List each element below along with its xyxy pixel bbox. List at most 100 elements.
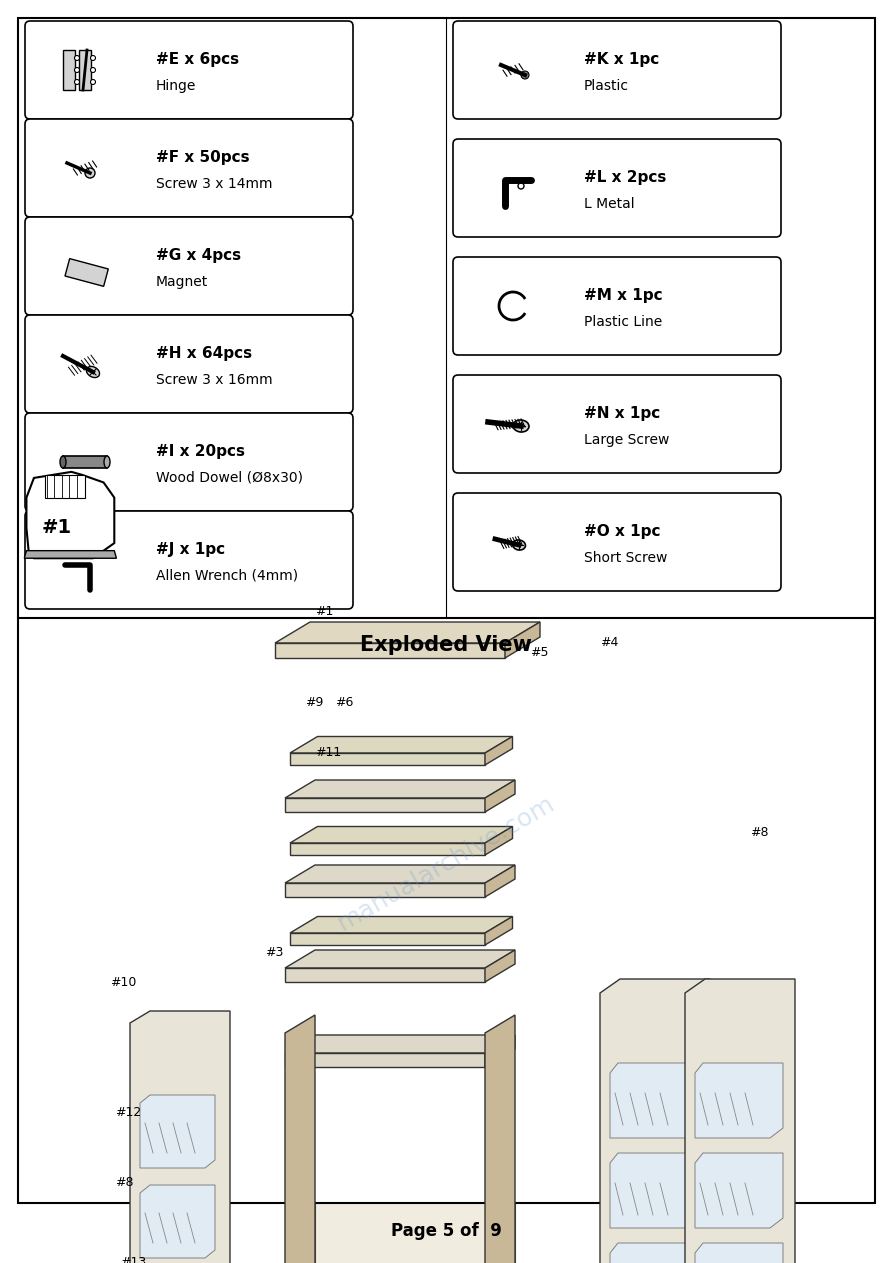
- FancyBboxPatch shape: [25, 119, 353, 217]
- Text: #J x 1pc: #J x 1pc: [156, 542, 225, 557]
- Text: Short Screw: Short Screw: [584, 551, 667, 565]
- Bar: [65, 259, 108, 287]
- Text: #12: #12: [115, 1106, 141, 1119]
- Polygon shape: [315, 1015, 515, 1263]
- Text: #E x 6pcs: #E x 6pcs: [156, 52, 239, 67]
- Polygon shape: [600, 979, 710, 1263]
- FancyBboxPatch shape: [453, 21, 781, 119]
- Bar: [63, 51, 75, 90]
- Text: #G x 4pcs: #G x 4pcs: [156, 248, 241, 263]
- Polygon shape: [485, 826, 513, 855]
- Text: Plastic Line: Plastic Line: [584, 314, 663, 328]
- Circle shape: [90, 56, 96, 61]
- Text: #4: #4: [600, 637, 618, 649]
- Polygon shape: [485, 1015, 515, 1263]
- Polygon shape: [290, 917, 513, 933]
- Polygon shape: [285, 865, 515, 883]
- Bar: [79, 51, 91, 90]
- Polygon shape: [485, 917, 513, 945]
- Polygon shape: [285, 781, 515, 798]
- Text: #3: #3: [265, 946, 283, 960]
- Text: #5: #5: [530, 647, 548, 659]
- Ellipse shape: [87, 366, 99, 378]
- Text: Plastic: Plastic: [584, 78, 629, 93]
- Polygon shape: [290, 842, 485, 855]
- Text: #9: #9: [305, 696, 323, 710]
- Text: #1: #1: [315, 605, 333, 618]
- Circle shape: [85, 168, 95, 178]
- Polygon shape: [285, 967, 485, 983]
- Polygon shape: [285, 1034, 515, 1053]
- Text: L Metal: L Metal: [584, 197, 635, 211]
- Polygon shape: [290, 753, 485, 765]
- FancyBboxPatch shape: [18, 18, 875, 1202]
- Polygon shape: [285, 950, 515, 967]
- Polygon shape: [275, 643, 505, 658]
- Text: #N x 1pc: #N x 1pc: [584, 405, 660, 421]
- Text: #8: #8: [750, 826, 769, 840]
- Circle shape: [90, 67, 96, 72]
- Polygon shape: [685, 979, 795, 1263]
- Text: #6: #6: [335, 696, 354, 710]
- Text: Wood Dowel (Ø8x30): Wood Dowel (Ø8x30): [156, 471, 303, 485]
- Ellipse shape: [513, 541, 525, 551]
- Text: #M x 1pc: #M x 1pc: [584, 288, 663, 303]
- FancyBboxPatch shape: [25, 217, 353, 314]
- FancyBboxPatch shape: [453, 375, 781, 474]
- Text: Page 5 of  9: Page 5 of 9: [390, 1223, 502, 1240]
- Polygon shape: [505, 621, 540, 658]
- Text: #H x 64pcs: #H x 64pcs: [156, 346, 252, 361]
- Text: Allen Wrench (4mm): Allen Wrench (4mm): [156, 568, 298, 582]
- Text: #11: #11: [315, 746, 341, 759]
- Text: #K x 1pc: #K x 1pc: [584, 52, 659, 67]
- Circle shape: [74, 80, 79, 85]
- Polygon shape: [27, 472, 114, 558]
- FancyBboxPatch shape: [25, 314, 353, 413]
- Polygon shape: [485, 1034, 515, 1067]
- Circle shape: [74, 56, 79, 61]
- Polygon shape: [285, 883, 485, 897]
- Polygon shape: [610, 1243, 698, 1263]
- Text: #L x 2pcs: #L x 2pcs: [584, 171, 666, 184]
- Text: manualarchive.com: manualarchive.com: [333, 791, 559, 935]
- Text: #I x 20pcs: #I x 20pcs: [156, 443, 245, 458]
- Text: Screw 3 x 16mm: Screw 3 x 16mm: [156, 373, 272, 386]
- Polygon shape: [275, 621, 540, 643]
- Polygon shape: [290, 933, 485, 945]
- Text: Hinge: Hinge: [156, 78, 196, 93]
- Polygon shape: [610, 1063, 698, 1138]
- Text: #F x 50pcs: #F x 50pcs: [156, 150, 250, 165]
- Ellipse shape: [60, 456, 66, 469]
- Text: #8: #8: [115, 1177, 133, 1190]
- Text: #13: #13: [120, 1257, 146, 1263]
- Text: #O x 1pc: #O x 1pc: [584, 524, 661, 539]
- Polygon shape: [695, 1153, 783, 1228]
- Polygon shape: [695, 1063, 783, 1138]
- Text: #1: #1: [41, 518, 71, 538]
- Polygon shape: [290, 826, 513, 842]
- Polygon shape: [285, 798, 485, 812]
- FancyBboxPatch shape: [453, 493, 781, 591]
- Bar: [45, 475, 86, 498]
- Text: Magnet: Magnet: [156, 275, 208, 289]
- Text: Exploded View: Exploded View: [360, 635, 532, 655]
- Polygon shape: [285, 1015, 315, 1263]
- FancyBboxPatch shape: [25, 21, 353, 119]
- Polygon shape: [285, 1053, 485, 1067]
- Polygon shape: [290, 736, 513, 753]
- Polygon shape: [24, 551, 116, 558]
- Polygon shape: [140, 1185, 215, 1258]
- Text: #10: #10: [110, 976, 137, 989]
- Polygon shape: [485, 865, 515, 897]
- Polygon shape: [485, 781, 515, 812]
- Circle shape: [90, 80, 96, 85]
- Polygon shape: [610, 1153, 698, 1228]
- Polygon shape: [695, 1243, 783, 1263]
- Circle shape: [518, 183, 524, 189]
- Circle shape: [74, 67, 79, 72]
- Polygon shape: [140, 1095, 215, 1168]
- Polygon shape: [485, 950, 515, 983]
- Polygon shape: [130, 1010, 230, 1263]
- Polygon shape: [485, 736, 513, 765]
- Ellipse shape: [513, 421, 529, 432]
